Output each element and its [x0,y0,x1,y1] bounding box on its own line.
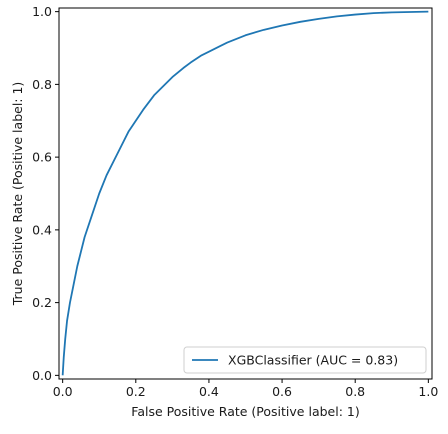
y-tick-label: 0.8 [32,77,52,92]
series-line-0 [61,10,429,376]
x-tick-label: 0.6 [272,384,292,399]
x-tick-label: 1.0 [418,384,438,399]
y-tick-label: 0.2 [32,295,52,310]
y-tick-label: 0.6 [32,150,52,165]
x-axis-label: False Positive Rate (Positive label: 1) [131,404,359,419]
legend-label-xgbclassifier: XGBClassifier (AUC = 0.83) [228,353,398,368]
y-tick-label: 0.4 [32,222,52,237]
x-axis-ticks: 0.0 0.2 0.4 0.6 0.8 1.0 [53,379,438,399]
axes-frame [58,7,433,380]
series-layer [61,10,429,376]
legend-box [183,346,427,374]
x-tick-label: 0.4 [199,384,219,399]
x-tick-label: 0.8 [345,384,365,399]
y-axis-ticks: 0.0 0.2 0.4 0.6 0.8 1.0 [32,4,59,383]
plot-area: 0.0 0.2 0.4 0.6 0.8 1.0 0.0 0.2 0.4 0.6 0.8 1.0 XG… [32,4,438,399]
legend: XGBClassifier (AUC = 0.83) [183,346,427,374]
x-tick-label: 0.0 [53,384,73,399]
x-tick-label: 0.2 [126,384,146,399]
y-axis-label: True Positive Rate (Positive label: 1) [10,82,25,307]
y-tick-label: 1.0 [32,4,52,19]
y-tick-label: 0.0 [32,368,52,383]
